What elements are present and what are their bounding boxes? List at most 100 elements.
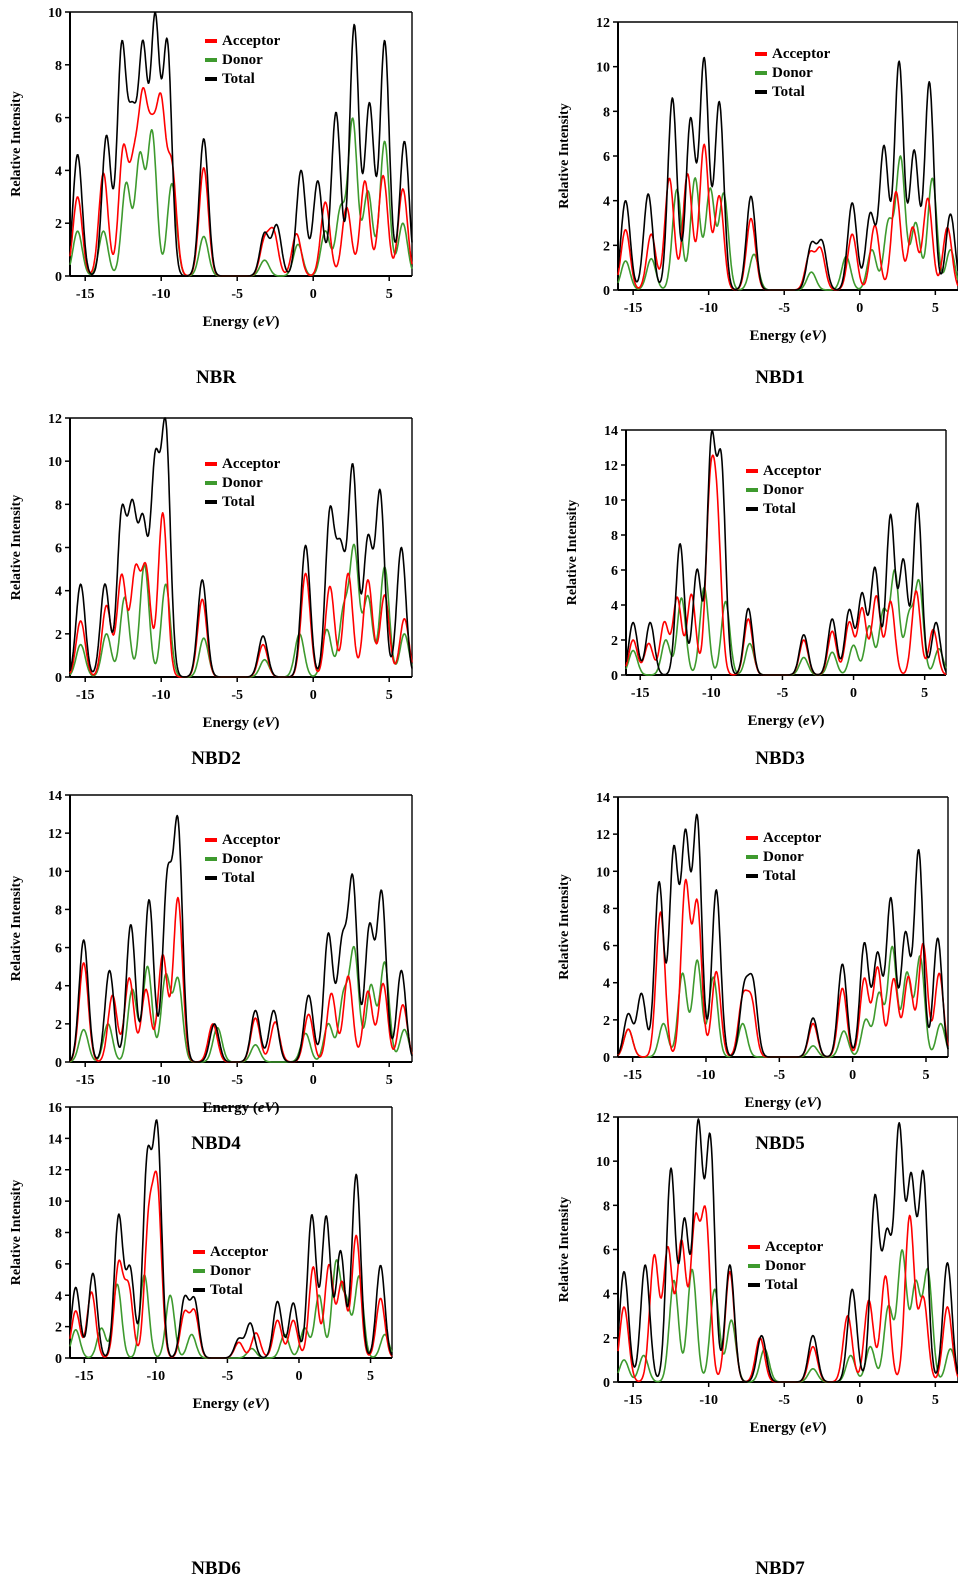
y-tick-label: 14 — [604, 424, 618, 439]
legend-label-acceptor: Acceptor — [222, 456, 281, 472]
y-tick-label: 12 — [596, 16, 610, 31]
series-total-line — [617, 813, 949, 1058]
x-tick-label: -10 — [152, 1073, 171, 1088]
x-tick-label: -5 — [777, 686, 789, 701]
legend-label-total: Total — [765, 1277, 798, 1293]
x-tick-label: -5 — [231, 287, 243, 302]
x-tick-label: 0 — [295, 1369, 302, 1384]
series-donor-line — [69, 543, 413, 678]
x-tick-label: -10 — [699, 1393, 718, 1408]
x-tick-label: 0 — [310, 688, 317, 703]
legend-label-total: Total — [763, 501, 796, 517]
series-acceptor-line — [69, 511, 413, 678]
y-tick-label: 0 — [55, 270, 62, 285]
y-tick-label: 6 — [603, 150, 610, 165]
x-tick-label: 5 — [386, 688, 393, 703]
y-tick-label: 2 — [55, 628, 62, 643]
y-tick-label: 10 — [596, 865, 610, 880]
y-tick-label: 10 — [604, 494, 618, 509]
y-axis-label: Relative Intensity — [557, 1197, 572, 1302]
y-tick-label: 6 — [55, 942, 62, 957]
x-tick-label: 0 — [856, 301, 863, 316]
y-tick-label: 4 — [55, 164, 62, 179]
x-axis-label: Energy (eV) — [202, 1100, 279, 1116]
y-tick-label: 14 — [48, 1132, 62, 1147]
legend-label-donor: Donor — [763, 849, 804, 865]
x-tick-label: -10 — [147, 1369, 166, 1384]
y-axis-label: Relative Intensity — [9, 495, 24, 600]
y-tick-label: 2 — [55, 217, 62, 232]
legend-label-total: Total — [222, 71, 255, 87]
y-tick-label: 10 — [596, 61, 610, 76]
chart-nbd7: 0 2 4 6 8 10 12 -15 -10 -5 0 5 Energy (eV) Relative I… — [557, 1111, 958, 1579]
x-tick-label: -5 — [778, 1393, 790, 1408]
legend-label-donor: Donor — [772, 65, 813, 81]
x-tick-label: -10 — [702, 686, 721, 701]
chart-caption: NBD3 — [755, 748, 805, 769]
y-axis-label: Relative Intensity — [9, 1180, 24, 1285]
x-tick-label: -15 — [76, 1073, 95, 1088]
chart-caption: NBD1 — [755, 367, 805, 388]
chart-caption: NBD5 — [755, 1133, 805, 1154]
y-tick-label: 2 — [55, 1321, 62, 1336]
y-tick-label: 10 — [48, 1195, 62, 1210]
y-tick-label: 12 — [596, 828, 610, 843]
y-tick-label: 0 — [603, 1376, 610, 1391]
x-tick-label: -15 — [631, 686, 650, 701]
y-tick-label: 6 — [55, 112, 62, 127]
y-tick-label: 12 — [596, 1111, 610, 1126]
legend-label-total: Total — [763, 868, 796, 884]
series-total-line — [69, 814, 413, 1063]
y-tick-label: 8 — [603, 902, 610, 917]
y-tick-label: 2 — [611, 634, 618, 649]
x-tick-label: -15 — [623, 1068, 642, 1083]
x-tick-label: -10 — [152, 287, 171, 302]
x-tick-label: -5 — [222, 1369, 234, 1384]
y-tick-label: 10 — [48, 865, 62, 880]
y-tick-label: 8 — [603, 1199, 610, 1214]
y-tick-label: 2 — [603, 239, 610, 254]
x-tick-label: 0 — [849, 1068, 856, 1083]
chart-caption: NBD7 — [755, 1558, 805, 1579]
legend-label-acceptor: Acceptor — [210, 1244, 269, 1260]
y-axis-label: Relative Intensity — [9, 876, 24, 981]
x-axis-label: Energy (eV) — [202, 314, 279, 330]
y-tick-label: 0 — [55, 1056, 62, 1071]
y-tick-label: 10 — [48, 455, 62, 470]
y-tick-label: 4 — [55, 1289, 62, 1304]
y-tick-label: 6 — [611, 564, 618, 579]
series-total-line — [69, 417, 413, 678]
legend-label-total: Total — [772, 84, 805, 100]
series-total-line — [625, 429, 947, 676]
chart-caption: NBD6 — [191, 1558, 241, 1579]
legend-label-donor: Donor — [222, 475, 263, 491]
y-tick-label: 8 — [611, 529, 618, 544]
x-tick-label: -5 — [231, 1073, 243, 1088]
series-acceptor-line — [69, 896, 413, 1063]
y-tick-label: 4 — [603, 195, 610, 210]
x-tick-label: 5 — [932, 1393, 939, 1408]
y-axis-label: Relative Intensity — [557, 874, 572, 979]
x-tick-label: 0 — [310, 1073, 317, 1088]
x-tick-label: -15 — [624, 1393, 643, 1408]
x-axis-label: Energy (eV) — [744, 1095, 821, 1111]
x-axis-label: Energy (eV) — [747, 713, 824, 729]
legend-label-donor: Donor — [765, 1258, 806, 1274]
y-tick-label: 2 — [55, 1018, 62, 1033]
x-tick-label: -15 — [624, 301, 643, 316]
chart-caption: NBD2 — [191, 748, 241, 769]
chart-caption: NBR — [196, 367, 236, 388]
legend-label-total: Total — [210, 1282, 243, 1298]
y-tick-label: 10 — [48, 6, 62, 21]
series-total-line — [69, 11, 413, 277]
x-tick-label: -15 — [75, 1369, 94, 1384]
y-axis-label: Relative Intensity — [9, 91, 24, 196]
x-tick-label: -15 — [76, 287, 95, 302]
y-tick-label: 14 — [48, 789, 62, 804]
legend-label-donor: Donor — [763, 482, 804, 498]
series-acceptor-line — [617, 878, 949, 1058]
x-tick-label: 5 — [923, 1068, 930, 1083]
x-tick-label: -5 — [231, 688, 243, 703]
legend-label-acceptor: Acceptor — [772, 46, 831, 62]
chart-caption: NBD4 — [191, 1133, 241, 1154]
